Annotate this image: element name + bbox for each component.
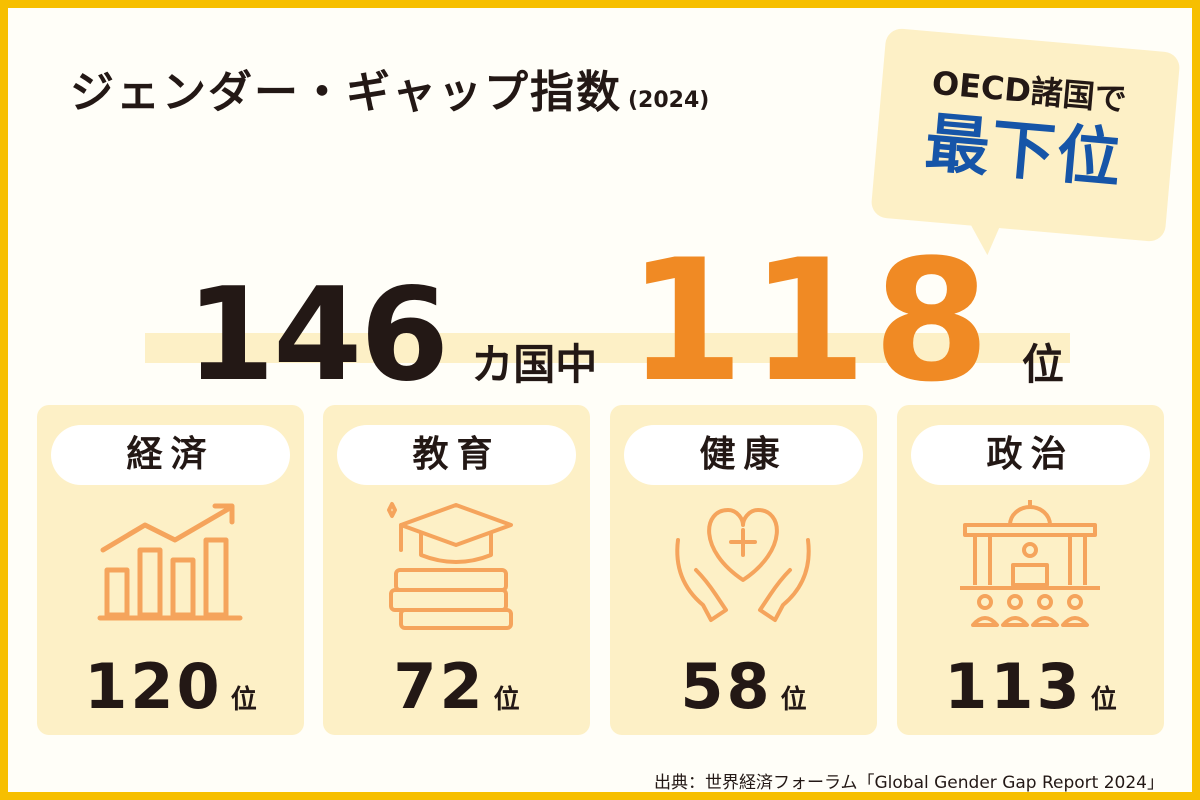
rank-unit: 位 xyxy=(230,685,257,715)
category-label: 健康 xyxy=(624,425,863,485)
graduation-books-icon xyxy=(387,502,513,630)
category-card-economy: 経済 120 位 xyxy=(37,405,304,735)
category-rank: 58 位 xyxy=(610,650,877,723)
speech-bubble: OECD諸国で 最下位 xyxy=(870,27,1181,243)
category-card-education: 教育 72 位 xyxy=(323,405,590,735)
parliament-icon xyxy=(960,500,1100,627)
rank-number: 118 xyxy=(627,223,996,419)
rank-value: 58 xyxy=(680,650,773,723)
rank-value: 120 xyxy=(84,650,223,723)
source-citation: 出典：世界経済フォーラム「Global Gender Gap Report 20… xyxy=(654,773,1164,793)
rank-unit: 位 xyxy=(1021,340,1064,389)
rank-unit: 位 xyxy=(780,685,807,715)
chart-growth-icon xyxy=(97,503,243,621)
rank-value: 113 xyxy=(944,650,1083,723)
category-card-health: 健康 58 位 xyxy=(610,405,877,735)
among-label: カ国中 xyxy=(471,340,598,389)
heart-hands-icon xyxy=(675,508,811,622)
overall-ranking: 146 カ国中 118 位 xyxy=(186,223,1064,419)
title-text: ジェンダー・ギャップ指数 xyxy=(70,67,622,118)
category-label: 政治 xyxy=(911,425,1150,485)
total-countries: 146 xyxy=(186,261,449,410)
rank-unit: 位 xyxy=(493,685,520,715)
category-rank: 113 位 xyxy=(897,650,1164,723)
rank-value: 72 xyxy=(393,650,486,723)
category-rank: 120 位 xyxy=(37,650,304,723)
category-label: 教育 xyxy=(337,425,576,485)
rank-unit: 位 xyxy=(1090,685,1117,715)
category-rank: 72 位 xyxy=(323,650,590,723)
page-title: ジェンダー・ギャップ指数 (2024) xyxy=(70,56,709,120)
highlight-bar xyxy=(145,333,1070,363)
category-card-politics: 政治 113 位 xyxy=(897,405,1164,735)
title-year: (2024) xyxy=(628,88,710,113)
category-label: 経済 xyxy=(51,425,290,485)
